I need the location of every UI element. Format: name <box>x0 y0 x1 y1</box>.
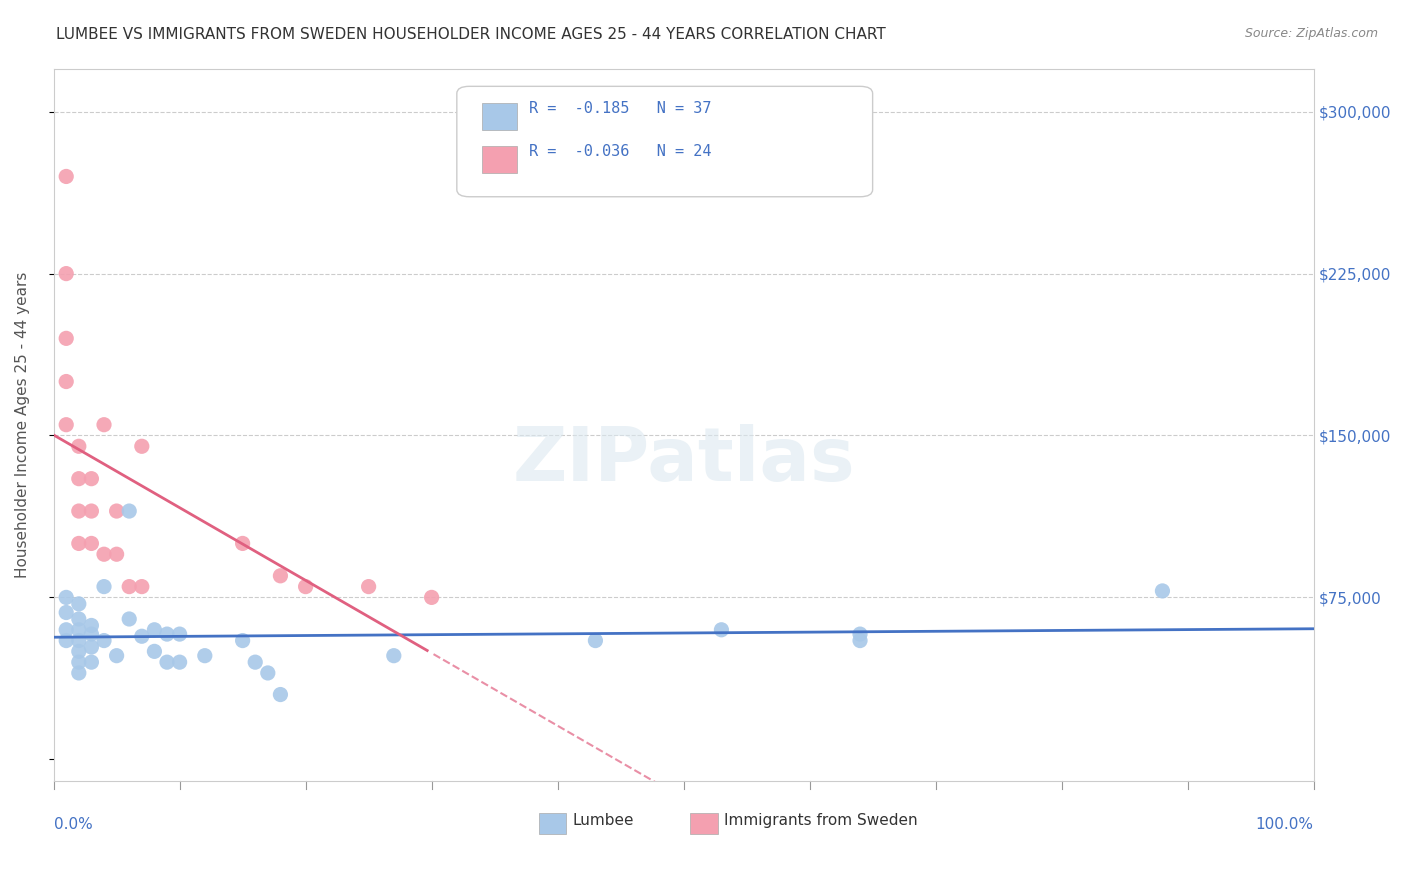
Point <box>232 536 254 550</box>
Point <box>849 633 872 648</box>
Point <box>93 417 115 432</box>
Point <box>169 627 191 641</box>
Point <box>55 375 77 389</box>
Point <box>294 580 316 594</box>
Point <box>55 331 77 345</box>
Text: 0.0%: 0.0% <box>53 816 93 831</box>
Point <box>93 580 115 594</box>
Text: Source: ZipAtlas.com: Source: ZipAtlas.com <box>1244 27 1378 40</box>
Point <box>80 627 103 641</box>
Bar <box>538 813 567 834</box>
Point <box>357 580 380 594</box>
Point <box>55 267 77 281</box>
Point <box>849 627 872 641</box>
Point <box>67 472 90 486</box>
Point <box>269 688 291 702</box>
Point <box>67 623 90 637</box>
Bar <box>482 103 517 130</box>
Point <box>1152 583 1174 598</box>
Text: Immigrants from Sweden: Immigrants from Sweden <box>724 813 918 828</box>
Point <box>245 655 267 669</box>
Bar <box>482 146 517 173</box>
Point <box>55 417 77 432</box>
Point <box>67 612 90 626</box>
Point <box>131 629 153 643</box>
Point <box>118 580 141 594</box>
FancyBboxPatch shape <box>457 87 873 197</box>
Point <box>256 665 278 680</box>
Text: Lumbee: Lumbee <box>572 813 634 828</box>
Point <box>269 569 291 583</box>
Point <box>80 504 103 518</box>
Text: R =  -0.185   N = 37: R = -0.185 N = 37 <box>529 102 711 116</box>
Point <box>232 633 254 648</box>
Point <box>55 169 77 184</box>
Point <box>420 591 443 605</box>
Text: R =  -0.036   N = 24: R = -0.036 N = 24 <box>529 145 711 159</box>
Point <box>169 655 191 669</box>
Point <box>710 623 733 637</box>
Point <box>55 623 77 637</box>
Point <box>80 536 103 550</box>
Point <box>67 633 90 648</box>
Point <box>105 547 128 561</box>
Bar <box>690 813 717 834</box>
Point <box>80 655 103 669</box>
Point <box>156 627 179 641</box>
Point <box>67 504 90 518</box>
Point <box>93 633 115 648</box>
Point <box>55 606 77 620</box>
Point <box>67 644 90 658</box>
Point <box>194 648 217 663</box>
Point <box>143 644 166 658</box>
Text: LUMBEE VS IMMIGRANTS FROM SWEDEN HOUSEHOLDER INCOME AGES 25 - 44 YEARS CORRELATI: LUMBEE VS IMMIGRANTS FROM SWEDEN HOUSEHO… <box>56 27 886 42</box>
Point <box>382 648 405 663</box>
Point <box>55 633 77 648</box>
Point <box>93 547 115 561</box>
Point <box>118 612 141 626</box>
Point <box>143 623 166 637</box>
Point <box>67 597 90 611</box>
Point <box>67 536 90 550</box>
Point <box>67 439 90 453</box>
Point <box>118 504 141 518</box>
Point <box>55 591 77 605</box>
Y-axis label: Householder Income Ages 25 - 44 years: Householder Income Ages 25 - 44 years <box>15 271 30 578</box>
Text: ZIPatlas: ZIPatlas <box>512 424 855 497</box>
Point <box>131 580 153 594</box>
Point <box>67 655 90 669</box>
Point <box>156 655 179 669</box>
Point <box>583 633 606 648</box>
Text: 100.0%: 100.0% <box>1256 816 1313 831</box>
Point <box>105 504 128 518</box>
Point <box>131 439 153 453</box>
Point <box>80 618 103 632</box>
Point <box>105 648 128 663</box>
Point <box>80 472 103 486</box>
Point <box>80 640 103 654</box>
Point <box>67 665 90 680</box>
